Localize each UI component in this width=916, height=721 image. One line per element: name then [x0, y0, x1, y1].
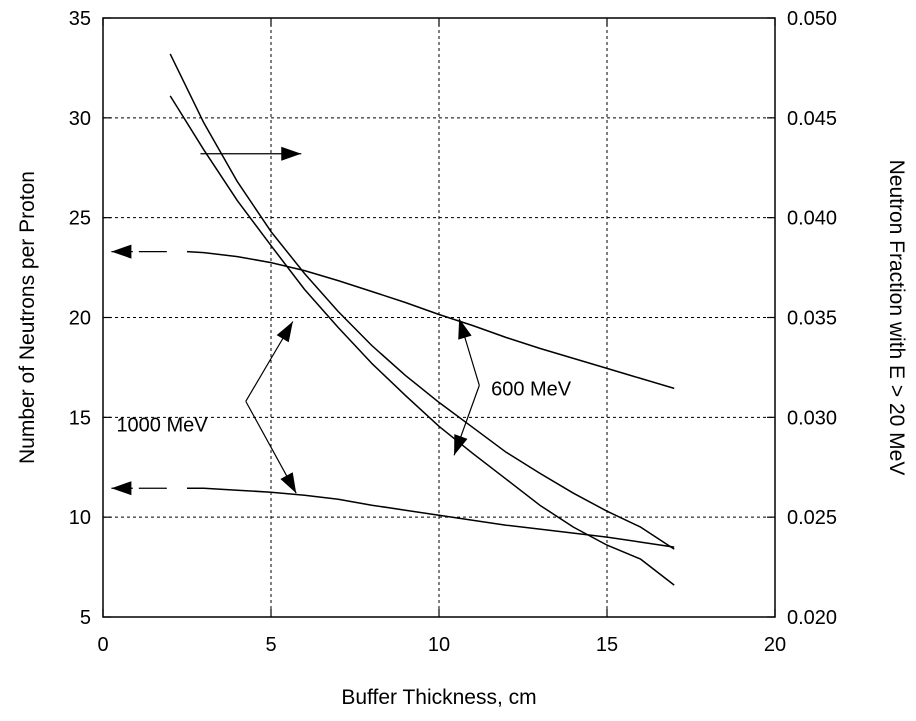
series-line-left-600 [186, 250, 675, 390]
x-tick-label: 10 [428, 634, 450, 656]
series-line-left-1000 [187, 487, 675, 548]
series-line-right-1000 [169, 95, 675, 586]
annotation-1000-mev: 1000 MeV [116, 414, 208, 436]
pointer-600-upper-head [458, 318, 472, 340]
x-tick-label: 5 [265, 634, 276, 656]
y-tick-label: 20 [69, 308, 91, 330]
pointer-600-lower-head [454, 434, 468, 456]
y2-tick-label: 0.045 [787, 108, 837, 130]
x-tick-label: 20 [764, 634, 786, 656]
y-tick-label: 35 [69, 8, 91, 30]
grid [103, 18, 775, 617]
x-tick-label: 15 [596, 634, 618, 656]
y-tick-label: 15 [69, 407, 91, 429]
y2-tick-label: 0.050 [787, 8, 837, 30]
y-axis-label: Number of Neutrons per Proton [16, 171, 39, 464]
series-line-right-600 [169, 53, 675, 550]
ticks: 0 5 10 15 2051015202530350.0200.0250.0300.03… [69, 8, 837, 656]
y2-tick-label: 0.030 [787, 407, 837, 429]
y2-tick-label: 0.040 [787, 208, 837, 230]
x-tick-label: 0 [97, 634, 108, 656]
pointer-1000-upper-head [276, 321, 293, 343]
y-tick-label: 5 [80, 607, 91, 629]
left-axis-arrow-lower-head [111, 481, 132, 496]
y2-axis-label: Neutron Fraction with E > 20 MeV [885, 160, 908, 476]
annotation-600-mev: 600 MeV [491, 378, 572, 400]
x-axis-label: Buffer Thickness, cm [341, 686, 536, 709]
pointer-1000-lower-head [280, 472, 297, 494]
y-tick-label: 10 [69, 507, 91, 529]
series-group [169, 53, 675, 586]
annotations [111, 146, 480, 496]
y2-tick-label: 0.025 [787, 507, 837, 529]
y-tick-label: 30 [69, 108, 91, 130]
y2-tick-label: 0.035 [787, 308, 837, 330]
y-tick-label: 25 [69, 208, 91, 230]
left-axis-arrow-upper-head [111, 244, 132, 259]
right-axis-arrow-head [281, 146, 302, 161]
y2-tick-label: 0.020 [787, 607, 837, 629]
